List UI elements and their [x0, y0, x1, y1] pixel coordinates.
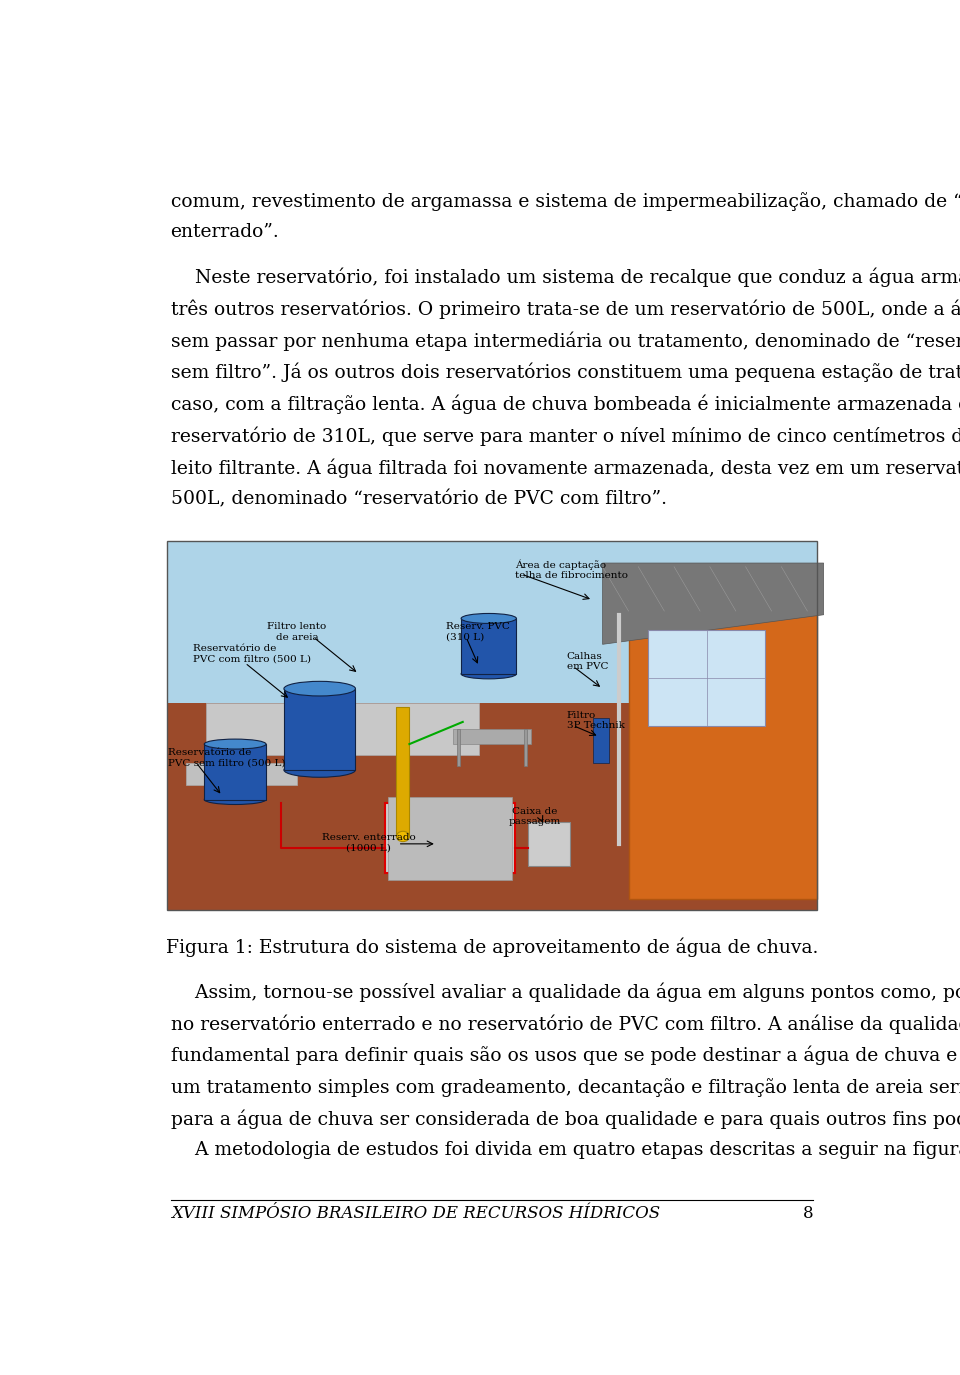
Text: Reserv. enterrado
(1000 L): Reserv. enterrado (1000 L) [322, 833, 416, 852]
Bar [453, 729, 531, 744]
Bar [396, 707, 409, 836]
Bar [204, 744, 266, 799]
Ellipse shape [204, 740, 266, 749]
Bar [167, 540, 817, 910]
Bar [167, 540, 817, 910]
Text: Calhas
em PVC: Calhas em PVC [566, 652, 609, 671]
Text: para a água de chuva ser considerada de boa qualidade e para quais outros fins p: para a água de chuva ser considerada de … [171, 1110, 960, 1129]
Bar [385, 803, 515, 873]
Text: Assim, tornou-se possível avaliar a qualidade da água em alguns pontos como, por: Assim, tornou-se possível avaliar a qual… [171, 982, 960, 1002]
Bar [205, 704, 479, 755]
Text: Figura 1: Estrutura do sistema de aproveitamento de água de chuva.: Figura 1: Estrutura do sistema de aprove… [166, 938, 818, 957]
Text: três outros reservatórios. O primeiro trata-se de um reservatório de 500L, onde : três outros reservatórios. O primeiro tr… [171, 300, 960, 319]
Text: reservatório de 310L, que serve para manter o nível mínimo de cinco centímetros : reservatório de 310L, que serve para man… [171, 426, 960, 446]
Text: no reservatório enterrado e no reservatório de PVC com filtro. A análise da qual: no reservatório enterrado e no reservató… [171, 1015, 960, 1034]
Text: 500L, denominado “reservatório de PVC com filtro”.: 500L, denominado “reservatório de PVC co… [171, 490, 666, 509]
Text: caso, com a filtração lenta. A água de chuva bombeada é inicialmente armazenada : caso, com a filtração lenta. A água de c… [171, 395, 960, 414]
Bar [186, 763, 297, 785]
Text: 8: 8 [803, 1204, 813, 1222]
Bar [592, 718, 609, 763]
Text: leito filtrante. A água filtrada foi novamente armazenada, desta vez em um reser: leito filtrante. A água filtrada foi nov… [171, 458, 960, 477]
Text: Reservatório de
PVC sem filtro (500 L): Reservatório de PVC sem filtro (500 L) [168, 748, 286, 767]
Text: fundamental para definir quais são os usos que se pode destinar a água de chuva : fundamental para definir quais são os us… [171, 1046, 960, 1066]
Text: enterrado”.: enterrado”. [171, 223, 279, 241]
Text: Reserv. PVC
(310 L): Reserv. PVC (310 L) [446, 622, 511, 642]
Polygon shape [603, 562, 824, 645]
Text: um tratamento simples com gradeamento, decantação e filtração lenta de areia ser: um tratamento simples com gradeamento, d… [171, 1078, 960, 1097]
Ellipse shape [284, 682, 355, 696]
Bar [461, 619, 516, 674]
Text: sem passar por nenhuma etapa intermediária ou tratamento, denominado de “reserva: sem passar por nenhuma etapa intermediár… [171, 331, 960, 351]
Bar [388, 798, 512, 880]
Text: sem filtro”. Já os outros dois reservatórios constituem uma pequena estação de t: sem filtro”. Já os outros dois reservató… [171, 363, 960, 382]
Ellipse shape [396, 832, 409, 842]
Bar [284, 689, 355, 770]
Text: A metodologia de estudos foi divida em quatro etapas descritas a seguir na figur: A metodologia de estudos foi divida em q… [171, 1141, 960, 1159]
Bar [457, 729, 461, 766]
Bar [528, 822, 570, 866]
Text: Caixa de
passagem: Caixa de passagem [508, 807, 561, 826]
Bar [523, 729, 527, 766]
Text: comum, revestimento de argamassa e sistema de impermeabilização, chamado de “res: comum, revestimento de argamassa e siste… [171, 191, 960, 210]
Bar [648, 630, 765, 726]
Bar [167, 704, 817, 910]
Bar [629, 578, 817, 899]
Ellipse shape [461, 668, 516, 679]
Text: Filtro lento
de areia: Filtro lento de areia [267, 622, 326, 642]
Ellipse shape [461, 613, 516, 623]
Text: Filtro
3P Technik: Filtro 3P Technik [566, 711, 625, 730]
Ellipse shape [204, 795, 266, 804]
Text: Área de captação
telha de fibrocimento: Área de captação telha de fibrocimento [515, 560, 628, 580]
Text: Neste reservatório, foi instalado um sistema de recalque que conduz a água armaz: Neste reservatório, foi instalado um sis… [171, 268, 960, 287]
Text: XVIII SIMPÓSIO BRASILEIRO DE RECURSOS HÍDRICOS: XVIII SIMPÓSIO BRASILEIRO DE RECURSOS HÍ… [171, 1204, 660, 1222]
Ellipse shape [284, 763, 355, 777]
Text: Reservatório de
PVC com filtro (500 L): Reservatório de PVC com filtro (500 L) [193, 645, 311, 664]
